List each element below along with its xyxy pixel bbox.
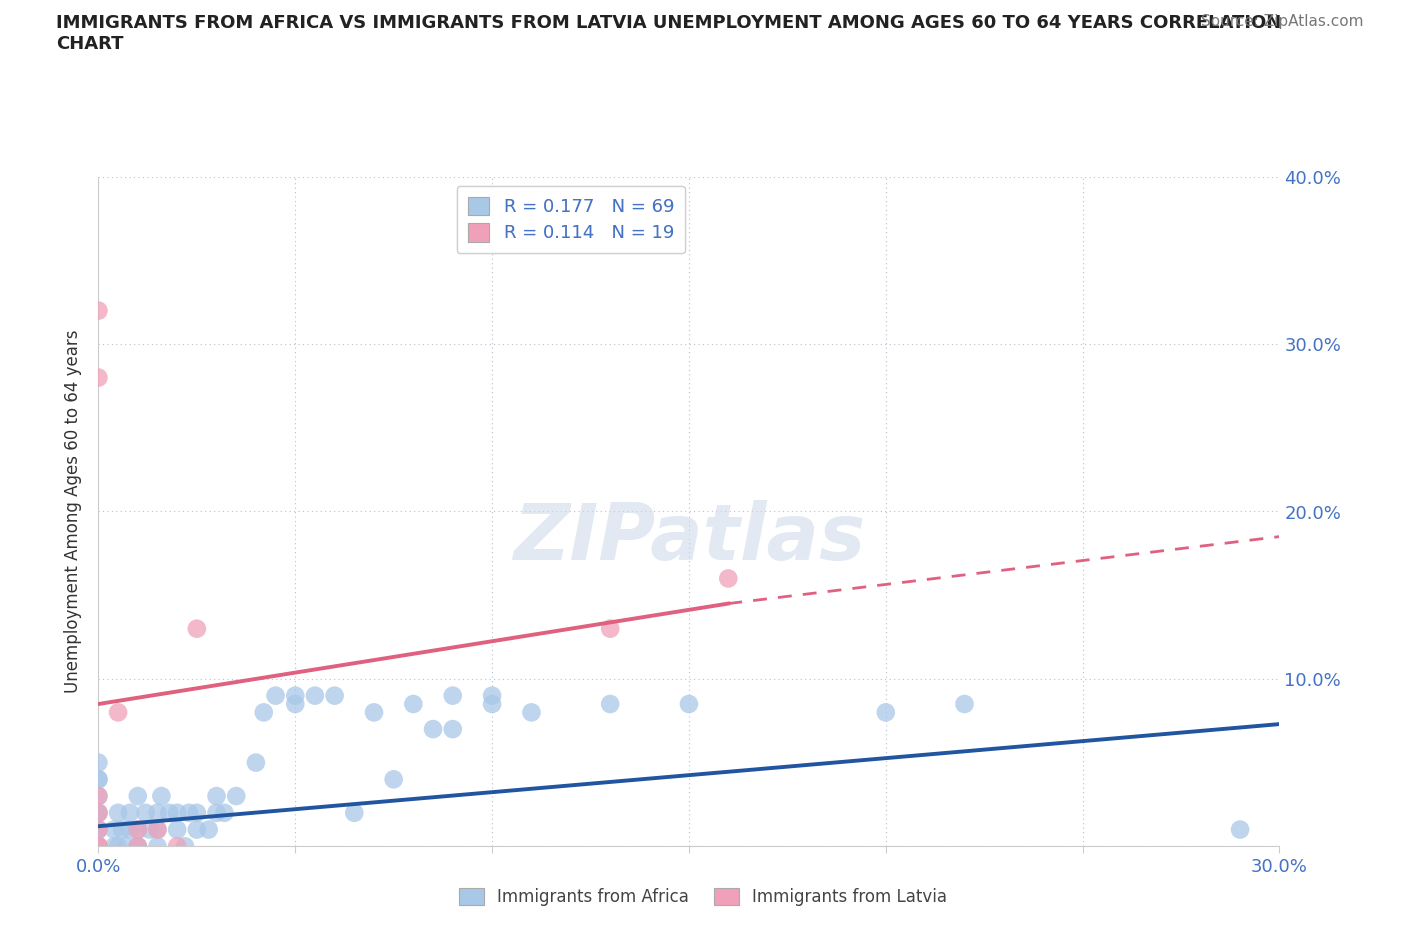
Point (363, 705, 385, 720)
Point (875, 705, 897, 720)
Point (127, 822, 149, 837)
Point (599, 621, 621, 636)
Point (304, 688, 326, 703)
Point (87, 839, 110, 854)
Point (87, 805, 110, 820)
Point (87, 772, 110, 787)
Point (103, 822, 125, 837)
Point (225, 789, 247, 804)
Text: IMMIGRANTS FROM AFRICA VS IMMIGRANTS FROM LATVIA UNEMPLOYMENT AMONG AGES 60 TO 6: IMMIGRANTS FROM AFRICA VS IMMIGRANTS FRO… (56, 14, 1281, 53)
Legend: Immigrants from Africa, Immigrants from Latvia: Immigrants from Africa, Immigrants from … (453, 881, 953, 912)
Point (186, 822, 208, 837)
Point (157, 805, 180, 820)
Point (717, 571, 740, 586)
Point (166, 805, 188, 820)
Point (253, 705, 276, 720)
Point (284, 688, 307, 703)
Point (481, 688, 503, 703)
Point (245, 755, 267, 770)
Point (87, 370, 110, 385)
Point (382, 772, 405, 787)
Point (166, 822, 188, 837)
Point (115, 839, 138, 854)
Y-axis label: Unemployment Among Ages 60 to 64 years: Unemployment Among Ages 60 to 64 years (65, 330, 83, 693)
Point (127, 839, 149, 854)
Point (441, 722, 464, 737)
Point (441, 688, 464, 703)
Point (343, 805, 366, 820)
Point (127, 839, 149, 854)
Point (135, 805, 157, 820)
Point (118, 822, 141, 837)
Point (678, 697, 700, 711)
Point (150, 789, 173, 804)
Text: ZIPatlas: ZIPatlas (513, 500, 865, 577)
Point (127, 789, 149, 804)
Point (107, 839, 129, 854)
Point (87, 805, 110, 820)
Point (87, 839, 110, 854)
Point (87, 789, 110, 804)
Point (205, 805, 228, 820)
Point (481, 697, 503, 711)
Point (284, 697, 307, 711)
Point (127, 822, 149, 837)
Point (103, 839, 125, 854)
Point (953, 697, 976, 711)
Point (520, 705, 543, 720)
Point (146, 839, 169, 854)
Point (422, 722, 444, 737)
Point (214, 805, 236, 820)
Point (87, 789, 110, 804)
Point (323, 688, 346, 703)
Point (186, 805, 208, 820)
Legend: R = 0.177   N = 69, R = 0.114   N = 19: R = 0.177 N = 69, R = 0.114 N = 19 (457, 186, 685, 253)
Point (87, 755, 110, 770)
Point (402, 697, 425, 711)
Point (87, 839, 110, 854)
Point (127, 839, 149, 854)
Point (264, 688, 287, 703)
Point (107, 805, 129, 820)
Point (87, 839, 110, 854)
Point (166, 839, 188, 854)
Point (87, 839, 110, 854)
Point (186, 621, 208, 636)
Point (111, 822, 134, 837)
Point (205, 789, 228, 804)
Point (146, 805, 169, 820)
Point (174, 839, 197, 854)
Point (1229, 822, 1251, 837)
Point (87, 822, 110, 837)
Point (87, 303, 110, 318)
Point (138, 822, 160, 837)
Point (197, 822, 219, 837)
Point (87, 822, 110, 837)
Point (87, 839, 110, 854)
Point (146, 822, 169, 837)
Point (87, 839, 110, 854)
Point (87, 839, 110, 854)
Point (118, 805, 141, 820)
Point (177, 805, 200, 820)
Point (87, 839, 110, 854)
Point (146, 822, 169, 837)
Point (107, 705, 129, 720)
Point (87, 822, 110, 837)
Point (87, 772, 110, 787)
Text: Source: ZipAtlas.com: Source: ZipAtlas.com (1201, 14, 1364, 29)
Point (599, 697, 621, 711)
Point (87, 805, 110, 820)
Point (87, 839, 110, 854)
